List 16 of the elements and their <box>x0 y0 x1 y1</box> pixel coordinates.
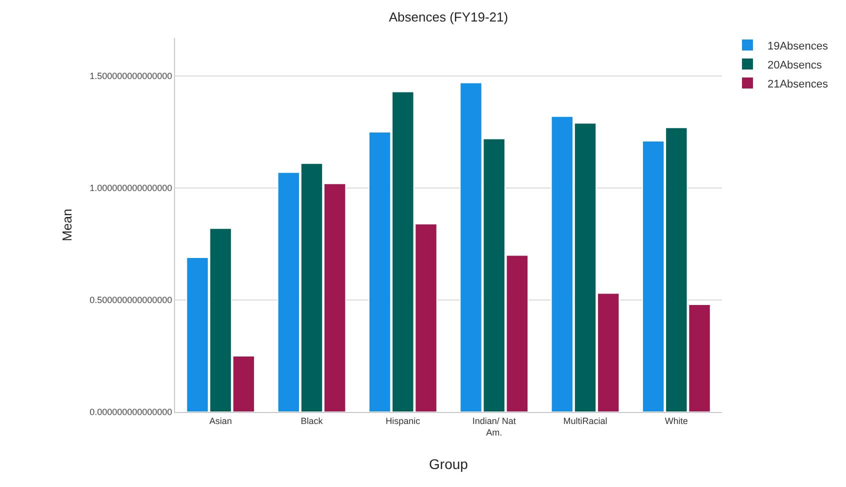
y-tick-label: 1.500000000000000 <box>90 71 172 82</box>
legend-label: 21Absences <box>767 78 829 90</box>
x-tick-label: Black <box>300 416 324 426</box>
x-tick-label: Hispanic <box>386 416 421 426</box>
y-tick-label: 1.000000000000000 <box>90 183 172 194</box>
x-tick-label: MultiRacial <box>563 416 608 426</box>
y-tick-label: 0.500000000000000 <box>90 295 172 306</box>
x-axis-title: Group <box>429 456 468 472</box>
y-tick-label: 0.000000000000000 <box>90 407 172 418</box>
legend-label: 20Absencs <box>767 59 822 72</box>
chart-title: Absences (FY19-21) <box>388 9 508 24</box>
x-tick-label: Asian <box>209 416 232 426</box>
x-tick-label: Indian/ Nat Am. <box>472 416 516 438</box>
x-tick-label: White <box>664 416 688 426</box>
legend-label: 19Absences <box>767 40 829 52</box>
y-axis-title: Mean <box>60 208 75 242</box>
